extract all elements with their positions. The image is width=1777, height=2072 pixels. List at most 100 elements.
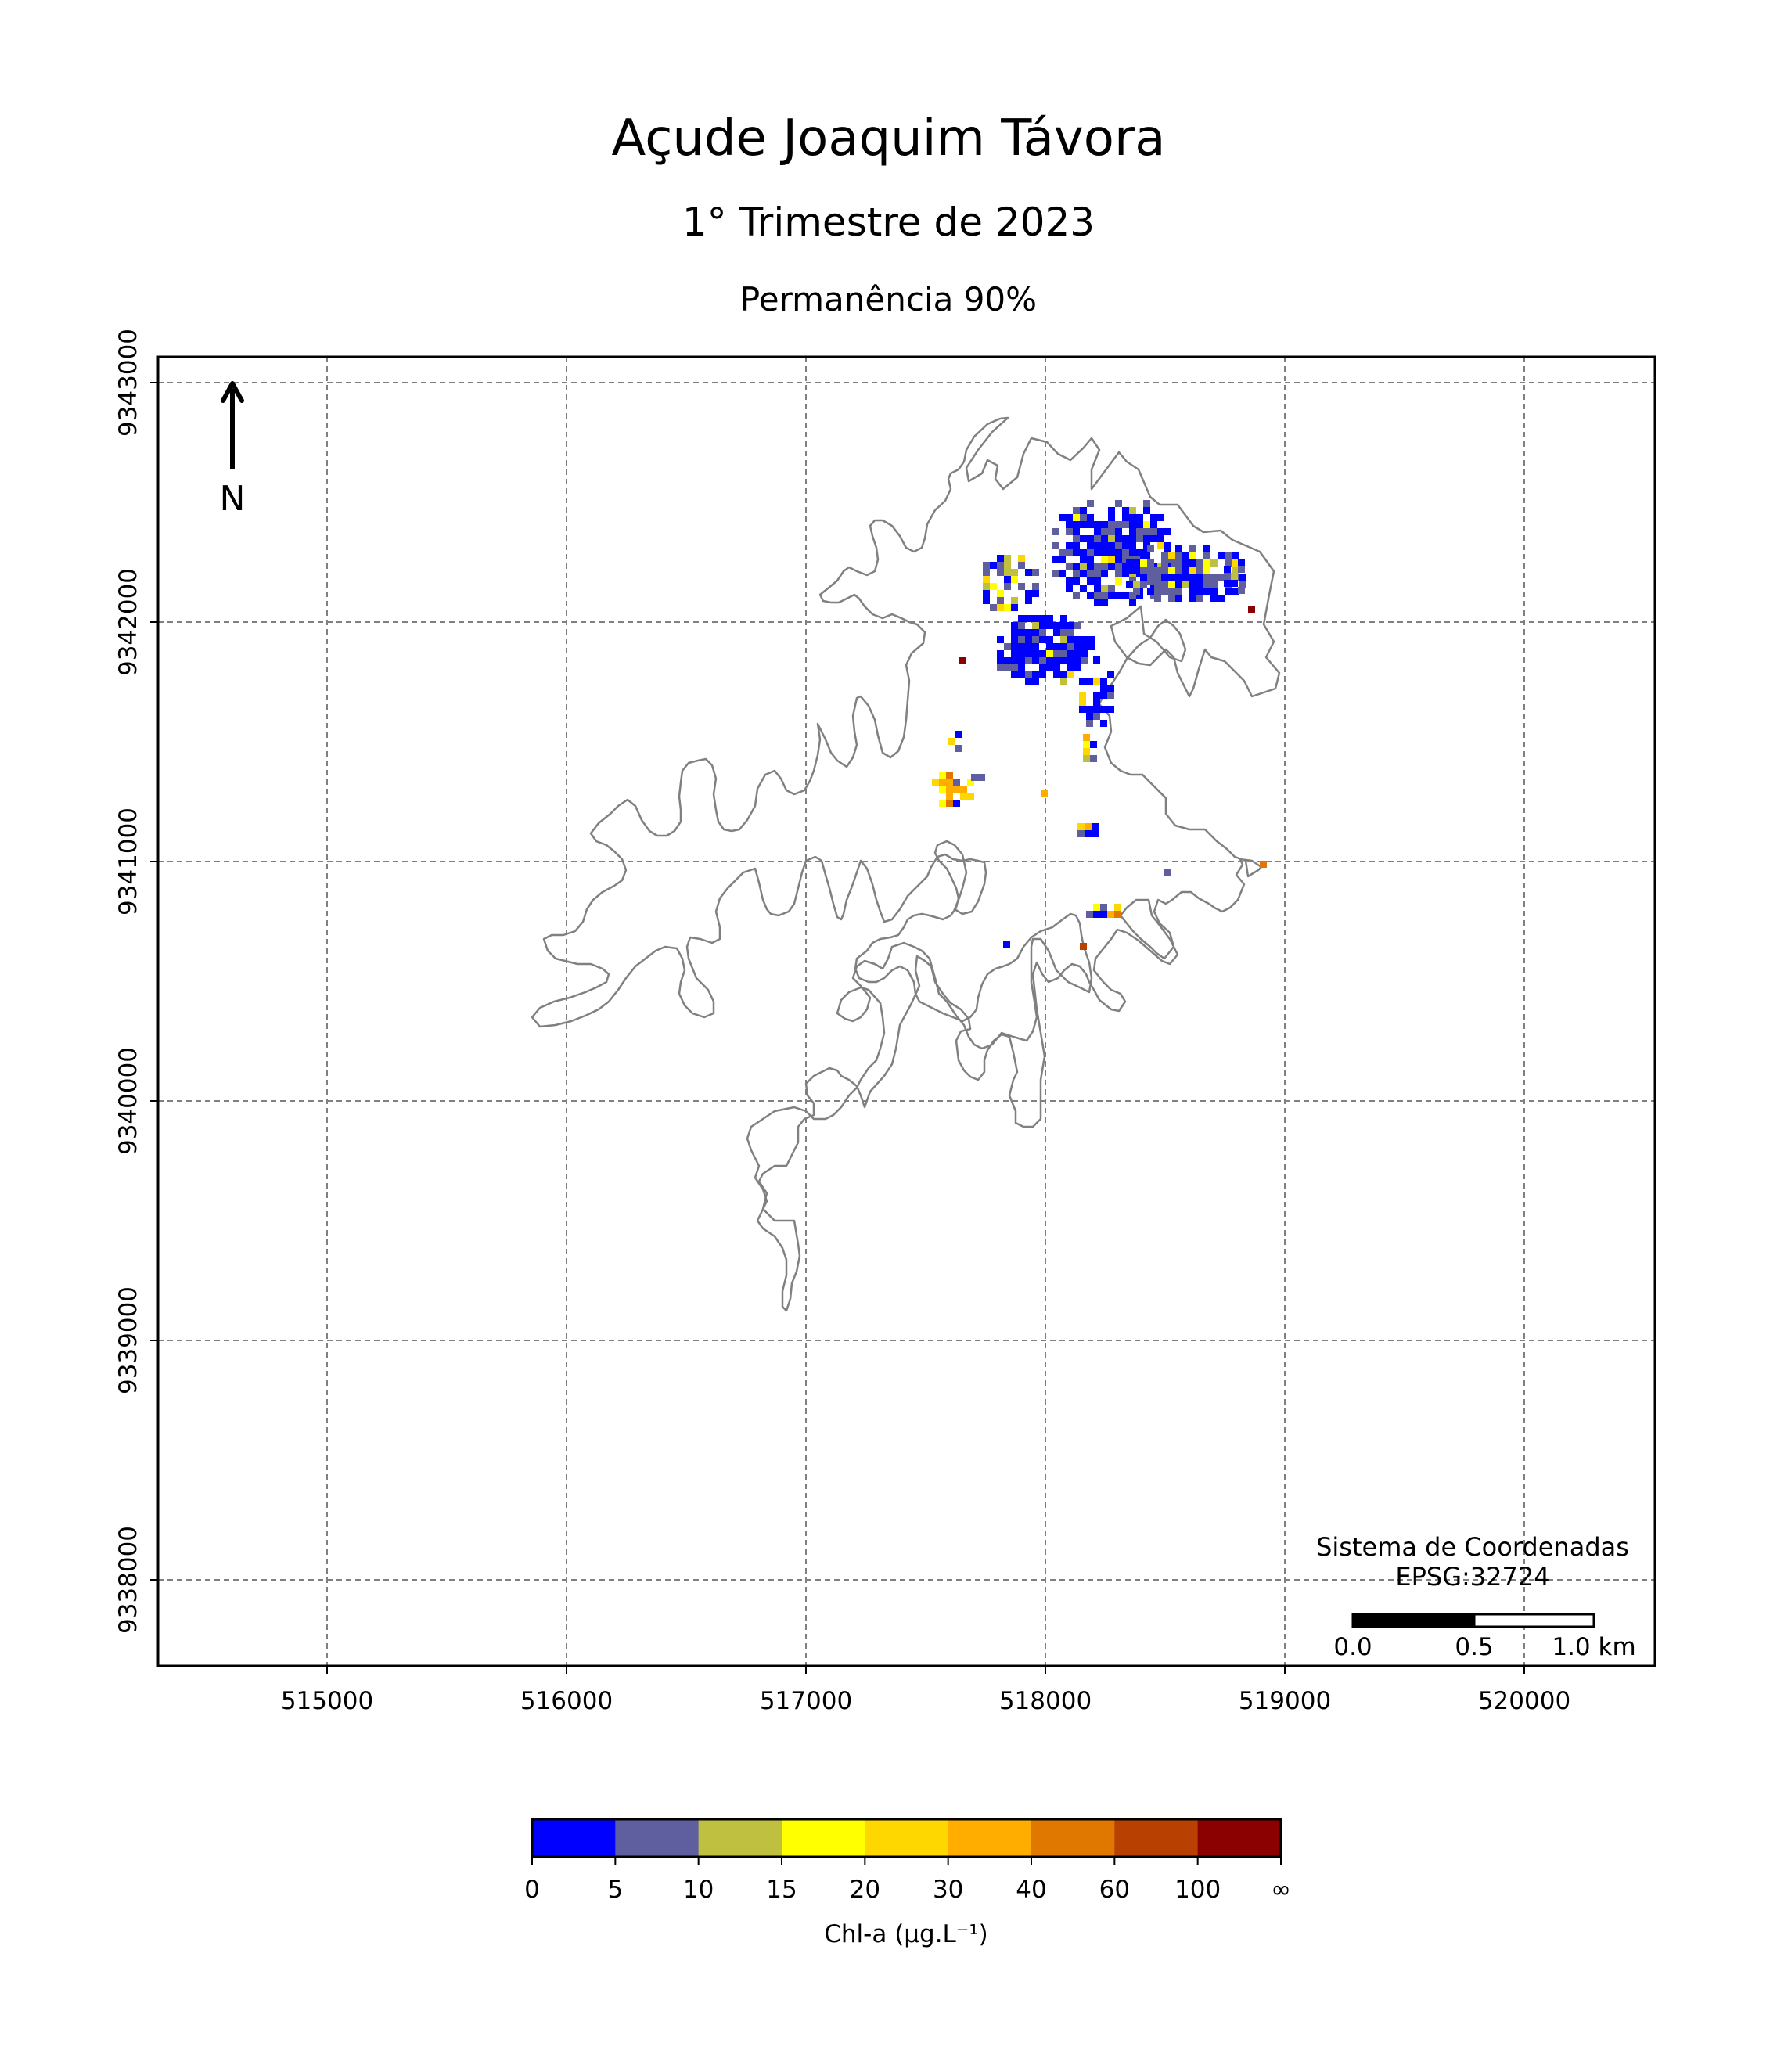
chl-a-pixel (1018, 664, 1025, 671)
chl-a-pixel (1189, 567, 1196, 574)
x-tick-label: 516000 (520, 1687, 613, 1715)
chl-a-pixel (1004, 657, 1011, 664)
chl-a-pixel (1094, 542, 1101, 549)
chl-a-pixel (997, 555, 1004, 562)
chl-a-pixel (1143, 507, 1150, 514)
chl-a-pixel (1093, 699, 1100, 706)
colorbar-tick-label: 0 (524, 1876, 540, 1904)
chl-a-pixel (1101, 585, 1108, 592)
chl-a-pixel (1039, 636, 1046, 643)
chl-a-pixel (990, 583, 997, 590)
chl-a-pixel (1018, 671, 1025, 678)
chl-a-pixel (1210, 595, 1218, 602)
colorbar-segment (782, 1819, 865, 1857)
chl-a-pixel (1143, 542, 1150, 549)
chl-a-pixel (1073, 514, 1080, 521)
chl-a-pixel (1122, 521, 1129, 528)
chl-a-pixel (1133, 559, 1140, 567)
chl-a-pixel (1210, 574, 1218, 581)
chl-a-pixel (939, 772, 946, 779)
chl-a-pixel (955, 745, 962, 752)
colorbar-tick-label: 10 (683, 1876, 714, 1904)
chl-a-pixel (1101, 599, 1108, 606)
chl-a-pixel (1032, 590, 1039, 597)
chl-a-pixel (1073, 577, 1080, 585)
chl-a-pixel (1032, 671, 1039, 678)
chl-a-pixel (1074, 664, 1081, 671)
chl-a-pixel (1004, 576, 1011, 583)
chl-a-pixel (1140, 552, 1147, 559)
chl-a-pixel (1094, 563, 1101, 570)
chl-a-pixel (1147, 559, 1154, 567)
chl-a-pixel (1122, 549, 1129, 556)
chl-a-pixel (1210, 559, 1218, 567)
chl-a-pixel (1087, 514, 1094, 521)
chl-a-pixel (1025, 643, 1032, 650)
chl-a-pixel (1175, 545, 1182, 552)
x-tick-label: 519000 (1239, 1687, 1331, 1715)
chl-a-pixel (1238, 566, 1245, 573)
chl-a-pixel (1094, 585, 1101, 592)
chl-a-pixel (1060, 629, 1067, 636)
chl-a-pixel (1129, 570, 1136, 577)
chl-a-pixel (1161, 588, 1168, 595)
chl-a-pixel (1232, 588, 1239, 595)
colorbar-tick-label: 20 (850, 1876, 880, 1904)
colorbar-tick-label: 100 (1174, 1876, 1221, 1904)
x-tick-label: 515000 (281, 1687, 373, 1715)
chl-a-pixel (1046, 657, 1053, 664)
chl-a-pixel (1114, 904, 1121, 911)
chl-a-pixel (1025, 671, 1032, 678)
chl-a-pixel (983, 562, 990, 569)
chl-a-pixel (1079, 678, 1086, 685)
chl-a-pixel (990, 562, 997, 569)
chl-a-pixel (1107, 685, 1114, 692)
chl-a-pixel (997, 657, 1004, 664)
chl-a-pixel (1094, 528, 1101, 535)
chl-a-pixel (1101, 521, 1108, 528)
chl-a-pixel (1080, 507, 1087, 514)
chl-a-pixel (1101, 549, 1108, 556)
chl-a-pixel (1196, 574, 1203, 581)
chl-a-pixel (1073, 521, 1080, 528)
chl-a-pixel (960, 786, 967, 793)
chl-a-pixel (1053, 643, 1060, 650)
chl-a-pixel (1039, 622, 1046, 629)
chl-a-pixel (1032, 569, 1039, 576)
chl-a-pixel (997, 664, 1004, 671)
chl-a-pixel (1101, 556, 1108, 563)
chl-a-pixel (1225, 559, 1232, 567)
chl-a-pixel (1150, 577, 1157, 585)
chl-a-pixel (967, 793, 974, 800)
chl-a-pixel (1115, 592, 1122, 599)
chl-a-pixel (1087, 521, 1094, 528)
chl-a-pixel (1053, 650, 1060, 657)
chl-a-pixel (1107, 706, 1114, 713)
x-tick-label: 517000 (760, 1687, 852, 1715)
scale-label: 0.0 (1333, 1633, 1372, 1661)
chl-a-pixel (1161, 559, 1168, 567)
chl-a-pixel (1182, 574, 1189, 581)
chl-a-pixel (1025, 650, 1032, 657)
chl-a-pixel (1210, 588, 1218, 595)
chl-a-pixel (1025, 678, 1032, 685)
chl-a-pixel (1087, 500, 1094, 507)
chl-a-pixel (1018, 555, 1025, 562)
chl-a-pixel (1046, 643, 1053, 650)
chl-a-pixel (1150, 592, 1157, 599)
chl-a-pixel (1115, 577, 1122, 585)
chl-a-pixel (1093, 706, 1100, 713)
chl-a-pixel (1081, 643, 1088, 650)
chl-a-pixel (1018, 622, 1025, 629)
colorbar-tick-label: ∞ (1271, 1876, 1291, 1904)
chl-a-pixel (1196, 581, 1203, 588)
chl-a-pixel (1085, 830, 1092, 837)
chl-a-pixel (1059, 549, 1066, 556)
chl-a-pixel (1157, 542, 1164, 549)
chl-a-pixel (1053, 671, 1060, 678)
chl-a-pixel (1108, 585, 1115, 592)
chl-a-pixel (932, 779, 939, 786)
scale-bar (1351, 1613, 1595, 1628)
chl-a-pixel (1018, 629, 1025, 636)
chl-a-pixel (997, 604, 1004, 611)
